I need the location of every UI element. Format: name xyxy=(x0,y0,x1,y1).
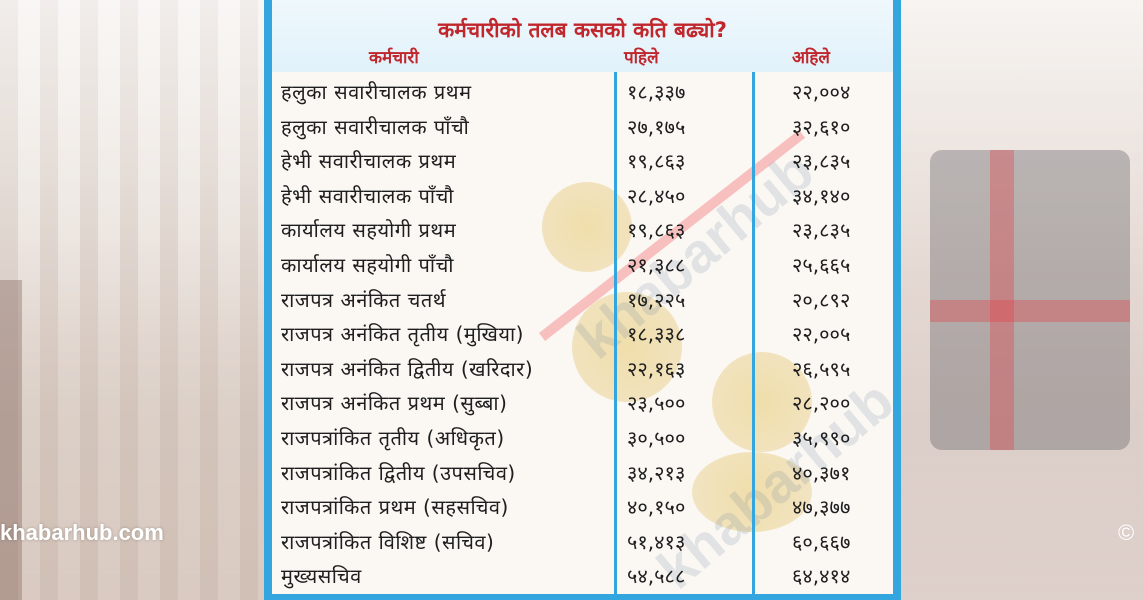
row-employee-name: मुख्यसचिव xyxy=(281,564,362,589)
row-employee-name: राजपत्रांकित तृतीय (अधिकृत) xyxy=(281,426,505,450)
row-employee-name: राजपत्रांकित विशिष्ट (सचिव) xyxy=(281,529,495,554)
row-salary-now: ३५,९९० xyxy=(792,426,851,450)
briefcase-illustration xyxy=(930,150,1130,450)
row-salary-before: १८,३३७ xyxy=(627,80,686,104)
table-row: कार्यालय सहयोगी पाँचौ २१,३८८ २५,६६५ xyxy=(272,247,893,279)
row-salary-now: २६,५९५ xyxy=(792,356,851,381)
row-salary-now: ३४,१४० xyxy=(792,183,851,208)
row-salary-now: २३,८३५ xyxy=(792,149,851,174)
row-salary-now: ६०,६६७ xyxy=(792,529,851,554)
page-title: कर्मचारीको तलब कसको कति बढ्यो? xyxy=(438,18,727,42)
table-row: हेभी सवारीचालक पाँचौ २८,४५० ३४,१४० xyxy=(272,178,893,210)
row-employee-name: हेभी सवारीचालक प्रथम xyxy=(281,149,457,174)
table-row: राजपत्रांकित प्रथम (सहसचिव) ४०,१५० ४७,३७७ xyxy=(272,489,893,521)
row-employee-name: हलुका सवारीचालक पाँचौ xyxy=(281,114,470,139)
row-salary-now: ३२,६१० xyxy=(792,114,851,139)
table-row: कार्यालय सहयोगी प्रथम १९,८६३ २३,८३५ xyxy=(272,212,893,244)
column-header-employee: कर्मचारी xyxy=(369,48,419,68)
row-salary-before: ४०,१५० xyxy=(627,495,686,520)
table-body: khabarhub khabarhub xyxy=(272,72,893,594)
table-header-band xyxy=(272,0,893,72)
ribbon-vertical xyxy=(990,150,1014,450)
row-salary-now: ४०,३७१ xyxy=(792,460,851,485)
table-row: राजपत्रांकित तृतीय (अधिकृत) ३०,५०० ३५,९९० xyxy=(272,420,893,452)
row-salary-before: २१,३८८ xyxy=(627,253,686,277)
column-header-before: पहिले xyxy=(624,48,659,68)
background-pillar xyxy=(0,280,22,600)
column-divider xyxy=(614,72,617,594)
ribbon-horizontal xyxy=(930,300,1130,322)
row-employee-name: राजपत्र अनंकित प्रथम (सुब्बा) xyxy=(281,391,508,416)
row-salary-now: ४७,३७७ xyxy=(792,495,851,520)
row-salary-now: २३,८३५ xyxy=(792,218,851,243)
background-left-scenery xyxy=(0,0,270,600)
table-row: राजपत्र अनंकित तृतीय (मुखिया) १८,३३८ २२,००… xyxy=(272,316,893,348)
copyright-mark: © xyxy=(1118,520,1135,545)
row-employee-name: कार्यालय सहयोगी प्रथम xyxy=(281,218,457,243)
row-employee-name: राजपत्र अनंकित तृतीय (मुखिया) xyxy=(281,322,524,347)
table-row: हलुका सवारीचालक प्रथम १८,३३७ २२,००४ xyxy=(272,74,893,106)
coin-illustration xyxy=(712,352,812,452)
table-row: हेभी सवारीचालक प्रथम १९,८६३ २३,८३५ xyxy=(272,143,893,175)
row-salary-before: २३,५०० xyxy=(627,391,686,416)
row-employee-name: कार्यालय सहयोगी पाँचौ xyxy=(281,253,454,277)
row-salary-now: २०,८९२ xyxy=(792,287,851,312)
row-salary-before: ३४,२१३ xyxy=(627,460,686,485)
row-salary-before: ५४,५८८ xyxy=(627,564,686,589)
row-salary-before: १९,८६३ xyxy=(627,149,686,174)
table-row: मुख्यसचिव ५४,५८८ ६४,४१४ xyxy=(272,558,893,590)
row-salary-before: ३०,५०० xyxy=(627,426,686,450)
brand-watermark: khabarhub.com xyxy=(0,520,164,545)
row-salary-now: २८,२०० xyxy=(792,391,851,416)
row-salary-now: २५,६६५ xyxy=(792,253,851,277)
row-salary-before: २७,१७५ xyxy=(627,114,686,139)
table-row: हलुका सवारीचालक पाँचौ २७,१७५ ३२,६१० xyxy=(272,109,893,141)
row-salary-before: ५१,४१३ xyxy=(627,529,686,554)
coin-illustration xyxy=(542,182,632,272)
row-salary-before: १९,८६३ xyxy=(627,218,686,243)
table-row: राजपत्र अनंकित द्वितीय (खरिदार) २२,१६३ २६,… xyxy=(272,351,893,383)
row-employee-name: हलुका सवारीचालक प्रथम xyxy=(281,80,472,104)
row-employee-name: राजपत्रांकित द्वितीय (उपसचिव) xyxy=(281,460,516,485)
row-salary-before: २२,१६३ xyxy=(627,356,686,381)
row-salary-now: २२,००४ xyxy=(792,80,851,104)
column-header-now: अहिले xyxy=(792,48,830,68)
column-divider xyxy=(752,72,755,594)
row-employee-name: हेभी सवारीचालक पाँचौ xyxy=(281,183,454,208)
table-row: राजपत्रांकित विशिष्ट (सचिव) ५१,४१३ ६०,६६७ xyxy=(272,524,893,556)
row-salary-now: २२,००५ xyxy=(792,322,851,347)
coin-illustration xyxy=(572,292,682,402)
salary-table-panel: कर्मचारीको तलब कसको कति बढ्यो? कर्मचारी … xyxy=(264,0,901,600)
background-right-scenery xyxy=(900,0,1143,600)
table-row: राजपत्रांकित द्वितीय (उपसचिव) ३४,२१३ ४०,३७… xyxy=(272,455,893,487)
table-row: राजपत्र अनंकित प्रथम (सुब्बा) २३,५०० २८,२०… xyxy=(272,385,893,417)
row-employee-name: राजपत्रांकित प्रथम (सहसचिव) xyxy=(281,495,509,520)
row-salary-before: २८,४५० xyxy=(627,183,686,208)
row-salary-before: १७,२२५ xyxy=(627,287,686,312)
row-salary-now: ६४,४१४ xyxy=(792,564,851,589)
table-row: राजपत्र अनंकित चतर्थ १७,२२५ २०,८९२ xyxy=(272,282,893,314)
row-employee-name: राजपत्र अनंकित चतर्थ xyxy=(281,287,447,312)
row-salary-before: १८,३३८ xyxy=(627,322,686,347)
row-employee-name: राजपत्र अनंकित द्वितीय (खरिदार) xyxy=(281,356,534,381)
